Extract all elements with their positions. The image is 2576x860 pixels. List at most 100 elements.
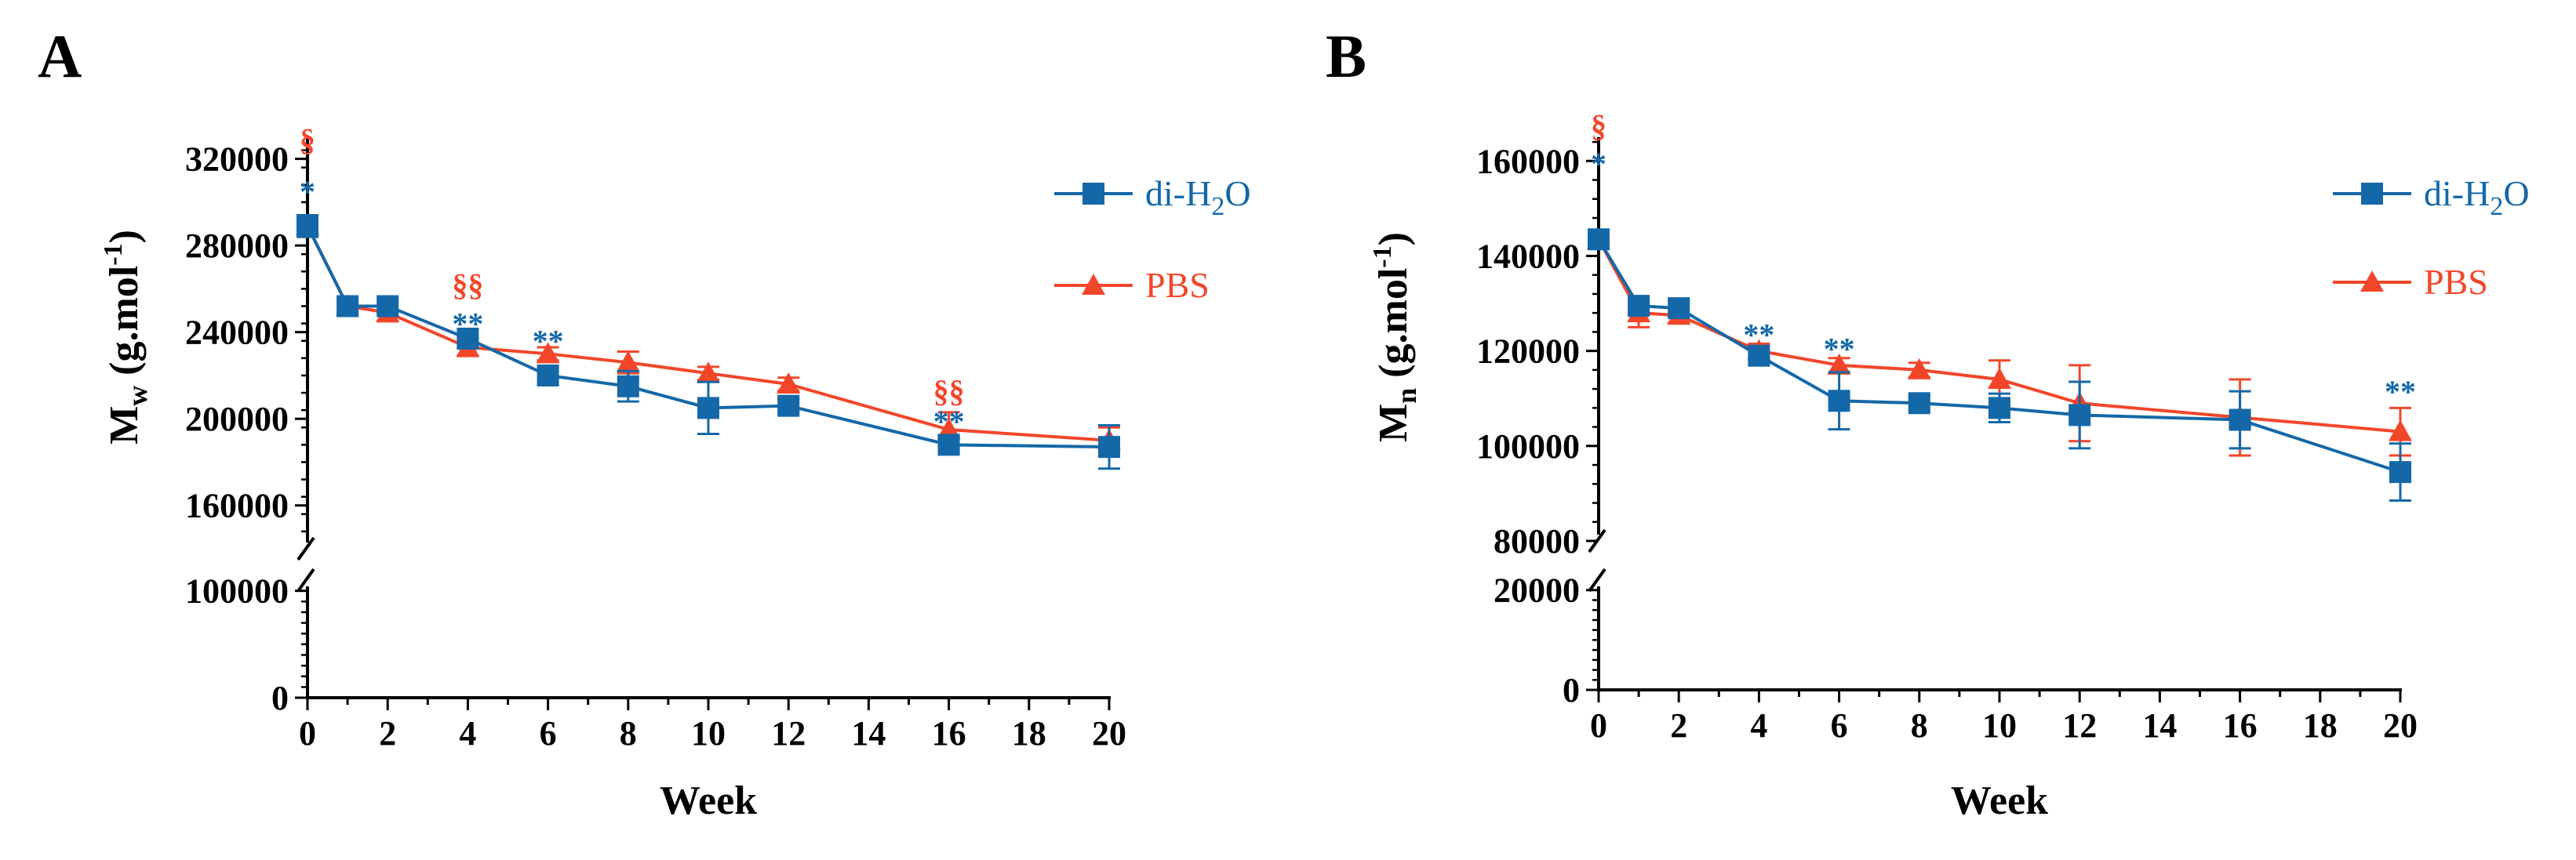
series-line — [306, 225, 1110, 442]
significance-mark: § — [300, 122, 315, 158]
y-tick-label: 0 — [271, 679, 289, 717]
x-tick-label: 18 — [1012, 714, 1046, 753]
data-point-square — [337, 295, 359, 318]
series-di-h2o — [1588, 228, 2411, 502]
y-tick-label: 0 — [1563, 671, 1580, 709]
y-tick-label: 240000 — [185, 314, 289, 352]
significance-mark: * — [300, 174, 315, 209]
legend-label: PBS — [2424, 262, 2488, 302]
y-tick-label: 320000 — [185, 140, 289, 179]
y-tick-label: 20000 — [1494, 572, 1580, 610]
legend-marker-square — [2361, 183, 2383, 205]
significance-mark: §§ — [933, 373, 965, 408]
data-point-square — [1908, 392, 1930, 415]
data-point-square — [457, 327, 479, 350]
x-tick-label: 12 — [2062, 706, 2097, 745]
significance-mark: ** — [452, 307, 483, 342]
x-tick-label: 0 — [299, 714, 316, 753]
data-point-square — [537, 364, 559, 386]
panel-label: B — [1326, 22, 1366, 90]
significance-mark: §§ — [452, 267, 483, 303]
x-tick-label: 2 — [379, 714, 396, 753]
x-tick-label: 10 — [1982, 706, 2017, 745]
legend-marker-square — [1082, 183, 1104, 205]
data-point-square — [617, 375, 639, 397]
x-tick-label: 6 — [540, 714, 557, 753]
data-point-square — [1988, 397, 2010, 419]
x-tick-label: 8 — [620, 714, 637, 753]
chart-panel-a: A 0 2 4 6 8 10 12 14 16 18 20 160000 200000 240000 2800… — [38, 22, 1251, 823]
chart-panel-b: B 0 2 4 6 8 10 12 14 16 18 20 80000 100000 120000 14000… — [1326, 22, 2530, 823]
data-point-triangle — [697, 361, 720, 383]
y-tick-label: 160000 — [185, 487, 289, 525]
data-point-square — [1828, 390, 1850, 412]
data-point-square — [1668, 297, 1690, 320]
data-point-square — [937, 434, 960, 456]
legend-label: PBS — [1145, 265, 1210, 305]
data-point-square — [1588, 228, 1610, 251]
y-axis-title: Mn (g.mol-1) — [1368, 232, 1422, 442]
series-line — [1597, 238, 2401, 434]
series-line — [306, 225, 1110, 449]
axis-break-mark — [297, 536, 315, 561]
y-tick-label: 80000 — [1494, 522, 1580, 561]
data-point-square — [2389, 461, 2411, 484]
significance-mark: ** — [1743, 317, 1774, 352]
data-point-triangle — [536, 342, 560, 364]
data-point-triangle — [1827, 353, 1851, 375]
legend-label: di-H2O — [2424, 173, 2530, 221]
x-axis-title: Week — [1951, 778, 2048, 823]
series-line — [1597, 238, 2401, 474]
x-tick-label: 14 — [2142, 706, 2177, 745]
y-tick-label: 100000 — [1476, 427, 1580, 466]
data-point-square — [777, 394, 800, 417]
y-tick-label: 280000 — [185, 227, 289, 265]
significance-mark: * — [1591, 146, 1606, 181]
data-point-square — [1098, 436, 1120, 459]
legend-marker-triangle — [2360, 270, 2384, 292]
data-point-square — [2229, 408, 2251, 431]
data-point-triangle — [777, 372, 801, 394]
x-tick-label: 20 — [1092, 714, 1126, 753]
y-tick-label: 120000 — [1476, 332, 1580, 371]
data-point-square — [377, 295, 399, 318]
x-tick-label: 16 — [932, 714, 966, 753]
data-point-triangle — [1988, 368, 2011, 389]
data-point-square — [2068, 404, 2091, 426]
x-tick-label: 18 — [2303, 706, 2338, 745]
x-axis-title: Week — [660, 778, 757, 823]
x-tick-label: 8 — [1911, 706, 1928, 745]
x-tick-label: 0 — [1590, 706, 1607, 745]
data-point-triangle — [1907, 357, 1931, 379]
axis-break-mark — [1588, 568, 1606, 593]
y-axis-title: Mw (g.mol-1) — [99, 230, 153, 445]
data-point-triangle — [937, 418, 961, 440]
y-tick-label: 200000 — [185, 400, 289, 438]
legend-marker-triangle — [1082, 274, 1105, 295]
y-tick-label: 100000 — [185, 572, 289, 611]
data-point-triangle — [2389, 419, 2412, 441]
significance-mark: § — [1591, 108, 1606, 143]
x-tick-label: 16 — [2223, 706, 2258, 745]
x-tick-label: 4 — [459, 714, 476, 753]
significance-mark: ** — [1824, 332, 1855, 367]
legend: di-H2O PBS — [2333, 173, 2530, 302]
x-tick-label: 12 — [771, 714, 806, 753]
y-tick-label: 160000 — [1476, 142, 1580, 180]
data-point-square — [297, 215, 318, 238]
panel-label: A — [38, 22, 82, 90]
x-tick-label: 4 — [1750, 706, 1767, 745]
data-point-square — [697, 397, 719, 419]
data-point-triangle — [616, 350, 640, 372]
y-tick-label: 140000 — [1476, 237, 1580, 275]
legend-label: di-H2O — [1145, 173, 1251, 221]
data-point-square — [1628, 295, 1650, 318]
x-tick-label: 10 — [691, 714, 726, 753]
x-tick-label: 20 — [2383, 706, 2418, 745]
data-point-square — [1748, 344, 1770, 367]
series-di-h2o — [297, 213, 1120, 470]
legend: di-H2O PBS — [1054, 173, 1251, 305]
x-tick-label: 6 — [1831, 706, 1848, 745]
x-tick-label: 2 — [1670, 706, 1687, 745]
